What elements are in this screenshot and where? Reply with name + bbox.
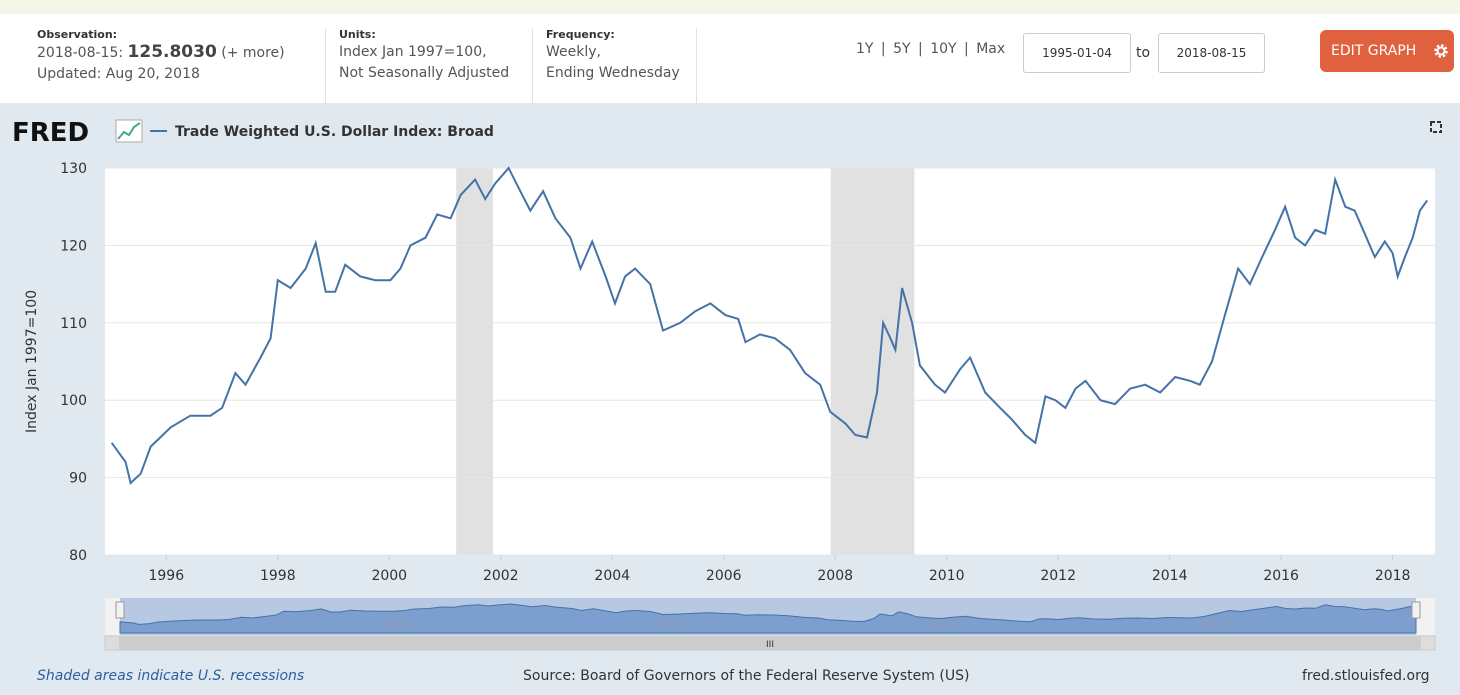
chart: FRED Trade Weighted U.S. Dollar Index: B… [12,118,1442,651]
range-button[interactable]: Max [976,41,1006,57]
navigator-label: 2015 [1201,618,1234,633]
navigator-handle [115,601,125,619]
divider [696,28,697,103]
x-tick-label: 2004 [594,568,630,584]
x-tick-label: 2016 [1263,568,1299,584]
navigator-handle [1411,601,1421,619]
text: Weekly, [546,44,601,60]
date: 2018-08-15: [37,45,124,61]
source: Source: Board of Governors of the Federa… [523,668,970,684]
to-label: to [1136,45,1151,61]
x-tick-label: 2018 [1375,568,1411,584]
text: Index Jan 1997=100, [339,44,487,60]
navigator-label: 2000 [377,618,410,633]
data-line [110,166,1429,485]
navigator-area [119,603,1417,634]
end-date[interactable]: 2018-08-15 [1158,33,1265,73]
plot-area [105,168,1435,555]
header: Observation: 2018-08-15: 125.8030 (+ more… [0,14,1460,103]
y-axis-label: Index Jan 1997=100 [24,290,40,433]
x-tick-label: 1996 [148,568,184,584]
label: Observation: [37,28,118,41]
updated: Updated: Aug 20, 2018 [37,66,200,82]
divider [325,28,326,103]
gear-icon [1434,44,1448,58]
logo-icon [115,119,143,143]
x-tick-label: 2014 [1152,568,1188,584]
y-tick-label: 130 [60,161,87,177]
start-date[interactable]: 1995-01-04 [1023,33,1131,73]
scrollbar-thumb [119,636,1421,650]
observation: Observation: 2018-08-15: 125.8030 (+ more… [37,28,285,85]
scrollbar-grip: III [766,640,774,650]
fullscreen-icon[interactable] [1430,121,1442,133]
navigator-label: 2005 [652,618,685,633]
label: Units: [339,28,376,41]
x-tick-label: 1998 [260,568,296,584]
y-tick-label: 90 [69,471,87,487]
x-tick-label: 2010 [929,568,965,584]
separator: | [880,41,886,57]
x-tick-label: 2006 [706,568,742,584]
range-buttons: 1Y | 5Y | 10Y | Max [856,41,1005,57]
x-tick-label: 2012 [1040,568,1076,584]
x-tick-label: 2002 [483,568,519,584]
y-tick-label: 100 [60,393,87,409]
units: Units: Index Jan 1997=100, Not Seasonally … [339,28,509,84]
recession-note: Shaded areas indicate U.S. recessions [37,668,305,684]
range-button[interactable]: 10Y [930,41,957,57]
text: Ending Wednesday [546,65,680,81]
edit-graph-button[interactable]: EDIT GRAPH [1320,30,1454,72]
divider [532,28,533,103]
label: EDIT GRAPH [1331,43,1417,59]
y-tick-label: 110 [60,316,87,332]
navigator-label: 2010 [926,618,959,633]
y-tick-label: 80 [69,548,87,564]
separator: | [964,41,969,57]
range-button[interactable]: 1Y [856,41,874,57]
y-tick-label: 120 [60,238,87,254]
separator: | [918,41,923,57]
legend-label: Trade Weighted U.S. Dollar Index: Broad [175,124,494,140]
label: Frequency: [546,28,615,41]
logo: FRED [12,118,89,148]
more-link[interactable]: (+ more) [221,45,285,61]
site: fred.stlouisfed.org [1302,668,1430,684]
frequency: Frequency: Weekly, Ending Wednesday [546,28,680,84]
top-bar [0,0,1460,14]
value: 125.8030 [127,42,217,62]
recession-shade [830,168,915,555]
x-tick-label: 2008 [817,568,853,584]
range-button[interactable]: 5Y [893,41,911,57]
x-tick-label: 2000 [371,568,407,584]
text: Not Seasonally Adjusted [339,65,510,81]
recession-shade [456,168,493,555]
